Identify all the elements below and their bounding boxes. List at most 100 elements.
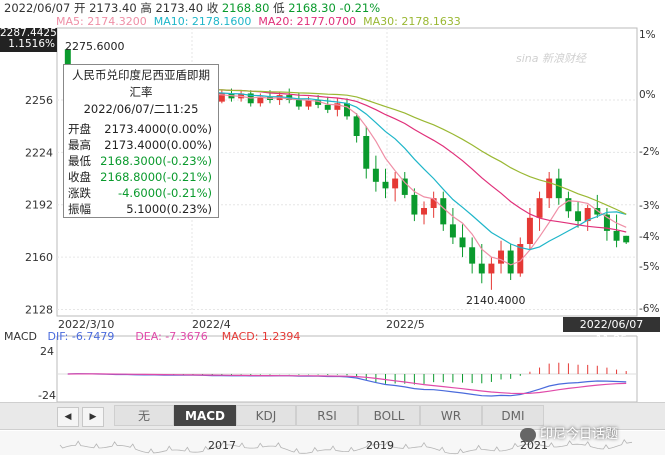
ma5-legend: MA5: 2174.3200 — [56, 15, 147, 28]
overview-background — [0, 431, 665, 455]
candle-body — [459, 237, 466, 248]
y-tick-label: 2160 — [25, 251, 53, 264]
candle-body — [295, 100, 302, 107]
candle-body — [488, 263, 495, 274]
y-right-tick-label: -3% — [639, 200, 659, 212]
close-label: 收 — [206, 1, 219, 15]
tooltip-title: 人民币兑印度尼西亚盾即期 — [72, 68, 210, 82]
high-label: 高 — [140, 1, 152, 15]
tooltip-row-high: 最高 2173.4000(0.00%) — [68, 138, 212, 152]
candle-body — [372, 168, 379, 182]
macd-title: MACD — [4, 330, 37, 343]
candle-body — [565, 198, 572, 212]
candle-body — [526, 217, 533, 244]
y-tick-label: 2192 — [25, 199, 53, 212]
scroll-right-button[interactable]: ▶ — [82, 407, 104, 427]
x-label-1: 2022/4 — [192, 318, 231, 331]
candle-body — [257, 96, 264, 104]
top-price-box: 2287.4425 1.1516% — [0, 28, 57, 52]
x-label-2: 2022/5 — [386, 318, 425, 331]
y-right-tick-label: -4% — [639, 231, 659, 243]
candle-body — [449, 224, 456, 238]
y-right-tick-label: -2% — [639, 146, 659, 158]
y-right-tick-label: -6% — [639, 303, 659, 315]
tooltip-row-change: 涨跌 -4.6000(-0.21%) — [68, 186, 212, 200]
tab-dmi[interactable]: DMI — [482, 405, 544, 426]
ma10-legend: MA10: 2178.1600 — [153, 15, 252, 28]
low-label: 低 — [273, 1, 285, 15]
tooltip-row-close: 收盘 2168.8000(-0.21%) — [68, 170, 212, 184]
quote-date: 2022/06/07 — [4, 1, 71, 15]
x-label-0: 2022/3/10 — [58, 318, 115, 331]
candle-body — [517, 244, 524, 274]
y-right-tick-label: 1% — [639, 29, 656, 41]
candle-body — [613, 230, 620, 241]
close-value: 2168.80 — [221, 1, 270, 15]
overview-year-0: 2017 — [208, 439, 236, 452]
candle-body — [430, 198, 437, 208]
change-value: -0.21% — [339, 1, 381, 15]
tooltip-row-low: 最低 2168.3000(-0.23%) — [68, 154, 212, 168]
y-tick-label: 2128 — [25, 303, 53, 316]
candle-body — [536, 198, 543, 218]
candle-body — [546, 178, 553, 199]
macd-tick-top: 24 — [40, 345, 54, 358]
macd-tick-bottom: -24 — [38, 389, 56, 402]
candle-body — [575, 211, 582, 222]
tooltip-row-amplitude: 振幅 5.1000(0.23%) — [68, 202, 212, 216]
candle-body — [498, 250, 505, 264]
candle-body — [421, 208, 428, 215]
candle-body — [401, 178, 408, 195]
tab-none[interactable]: 无 — [114, 405, 174, 426]
candle-body — [315, 100, 322, 105]
low-value: 2168.30 — [288, 1, 336, 15]
candle-body — [382, 181, 389, 189]
low-annotation: 2140.4000 — [466, 294, 526, 307]
y-right-tick-label: 0% — [639, 89, 656, 101]
tab-macd[interactable]: MACD — [174, 405, 236, 426]
candle-body — [623, 235, 630, 243]
candle-body — [305, 100, 312, 107]
overview-year-2: 2021 — [520, 439, 548, 452]
ma-legend: MA5: 2174.3200 MA10: 2178.1600 MA20: 217… — [56, 15, 461, 28]
tab-kdj[interactable]: KDJ — [236, 405, 296, 426]
candle-body — [555, 178, 562, 199]
tab-wr[interactable]: WR — [420, 405, 482, 426]
dea-line — [67, 373, 627, 395]
candle-body — [469, 247, 476, 264]
macd-value-legend: MACD: 1.2394 — [221, 330, 301, 343]
candle-body — [603, 214, 610, 231]
wechat-icon — [520, 427, 536, 442]
candle-body — [363, 136, 370, 169]
y-tick-label: 2256 — [25, 94, 53, 107]
high-annotation: 2275.6000 — [65, 40, 125, 53]
scroll-left-button[interactable]: ◀ — [57, 407, 79, 427]
ohlc-tooltip: 人民币兑印度尼西亚盾即期 汇率 2022/06/07/二11:25 开盘 2173… — [63, 64, 219, 218]
tooltip-title-2: 汇率 — [129, 85, 153, 99]
y-right-tick-label: -5% — [639, 261, 659, 273]
open-value: 2173.40 — [89, 1, 137, 15]
candle-body — [324, 104, 331, 110]
candle-body — [478, 263, 485, 274]
dif-legend: DIF: -6.7479 — [47, 330, 115, 343]
tab-boll[interactable]: BOLL — [358, 405, 420, 426]
tab-rsi[interactable]: RSI — [296, 405, 358, 426]
tooltip-row-open: 开盘 2173.4000(0.00%) — [68, 122, 212, 136]
top-price-pct: 1.1516% — [8, 38, 55, 50]
candle-body — [344, 103, 350, 117]
candle-body — [584, 208, 591, 222]
overview-line — [59, 439, 633, 455]
tooltip-datetime: 2022/06/07/二11:25 — [83, 102, 199, 116]
open-label: 开 — [73, 1, 86, 15]
plot-frame — [56, 27, 638, 317]
candle-body — [440, 198, 447, 225]
candle-body — [392, 178, 399, 189]
sina-watermark: sina 新浪财经 — [516, 52, 586, 65]
overview-year-1: 2019 — [366, 439, 394, 452]
candle-body — [507, 250, 514, 274]
candle-body — [334, 103, 341, 110]
wechat-label: 印尼今日话题 — [540, 427, 619, 442]
ma30-legend: MA30: 2178.1633 — [363, 15, 461, 28]
y-tick-label: 2224 — [25, 146, 53, 159]
candle-body — [353, 116, 360, 136]
